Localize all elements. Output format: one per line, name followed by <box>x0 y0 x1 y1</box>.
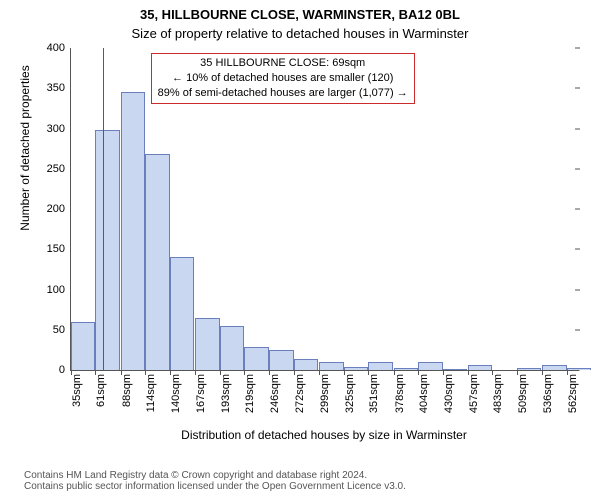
x-tick-label: 246sqm <box>269 370 281 413</box>
histogram-bar <box>294 359 318 370</box>
annotation-line: 35 HILLBOURNE CLOSE: 69sqm <box>158 56 408 71</box>
y-tick-label: 300 <box>47 123 71 135</box>
x-tick-label: 509sqm <box>517 370 529 413</box>
x-tick-label: 351sqm <box>368 370 380 413</box>
histogram-bar <box>567 368 591 370</box>
histogram-bar <box>220 326 244 370</box>
x-tick-label: 35sqm <box>71 370 83 407</box>
y-tick-mark <box>575 209 580 210</box>
x-tick-label: 404sqm <box>418 370 430 413</box>
histogram-bar <box>368 362 392 370</box>
y-tick-label: 100 <box>47 284 71 296</box>
histogram-bar <box>95 130 119 370</box>
x-tick-label: 167sqm <box>195 370 207 413</box>
x-tick-label: 272sqm <box>294 370 306 413</box>
y-tick-mark <box>575 249 580 250</box>
annotation-line: ← 10% of detached houses are smaller (12… <box>158 71 408 86</box>
x-tick-label: 219sqm <box>244 370 256 413</box>
annotation-line: 89% of semi-detached houses are larger (… <box>158 86 408 101</box>
histogram-plot: 05010015020025030035040035sqm61sqm88sqm1… <box>70 48 579 371</box>
y-tick-mark <box>575 329 580 330</box>
attribution-footer: Contains HM Land Registry data © Crown c… <box>0 470 600 492</box>
x-tick-label: 193sqm <box>220 370 232 413</box>
histogram-bar <box>418 362 442 370</box>
annotation-box: 35 HILLBOURNE CLOSE: 69sqm← 10% of detac… <box>151 53 415 104</box>
histogram-bar <box>145 154 169 370</box>
histogram-bar <box>170 257 194 370</box>
histogram-bar <box>195 318 219 370</box>
y-axis-label: Number of detached properties <box>18 0 32 309</box>
attribution-line: Contains public sector information licen… <box>0 481 600 492</box>
histogram-bar <box>244 347 268 370</box>
subject-marker-line <box>103 48 105 370</box>
y-tick-label: 400 <box>47 42 71 54</box>
y-tick-label: 150 <box>47 243 71 255</box>
y-tick-mark <box>575 128 580 129</box>
x-tick-label: 378sqm <box>394 370 406 413</box>
page-title: 35, HILLBOURNE CLOSE, WARMINSTER, BA12 0… <box>0 7 600 22</box>
x-tick-label: 114sqm <box>145 370 157 412</box>
attribution-line: Contains HM Land Registry data © Crown c… <box>0 470 600 481</box>
histogram-bar <box>121 92 145 370</box>
x-tick-label: 88sqm <box>121 370 133 407</box>
y-tick-label: 250 <box>47 163 71 175</box>
histogram-bar <box>468 365 492 370</box>
y-tick-label: 200 <box>47 203 71 215</box>
y-tick-mark <box>575 289 580 290</box>
x-tick-label: 457sqm <box>468 370 480 413</box>
y-tick-mark <box>575 48 580 49</box>
x-tick-label: 483sqm <box>492 370 504 413</box>
y-tick-label: 50 <box>53 324 71 336</box>
x-tick-label: 61sqm <box>95 370 107 407</box>
y-tick-mark <box>575 88 580 89</box>
x-tick-label: 536sqm <box>542 370 554 413</box>
histogram-bar <box>71 322 95 370</box>
x-tick-label: 299sqm <box>319 370 331 413</box>
x-tick-label: 140sqm <box>170 370 182 413</box>
x-tick-label: 430sqm <box>443 370 455 413</box>
y-tick-label: 0 <box>59 364 71 376</box>
page-subtitle: Size of property relative to detached ho… <box>0 26 600 41</box>
y-tick-mark <box>575 168 580 169</box>
y-tick-label: 350 <box>47 82 71 94</box>
histogram-bar <box>269 350 293 370</box>
histogram-bar <box>542 365 566 370</box>
x-axis-label: Distribution of detached houses by size … <box>70 428 578 442</box>
histogram-bar <box>344 367 368 370</box>
histogram-bar <box>443 369 467 370</box>
histogram-bar <box>319 362 343 370</box>
histogram-bar <box>394 368 418 370</box>
x-tick-label: 562sqm <box>567 370 579 413</box>
x-tick-label: 325sqm <box>344 370 356 413</box>
histogram-bar <box>517 368 541 370</box>
